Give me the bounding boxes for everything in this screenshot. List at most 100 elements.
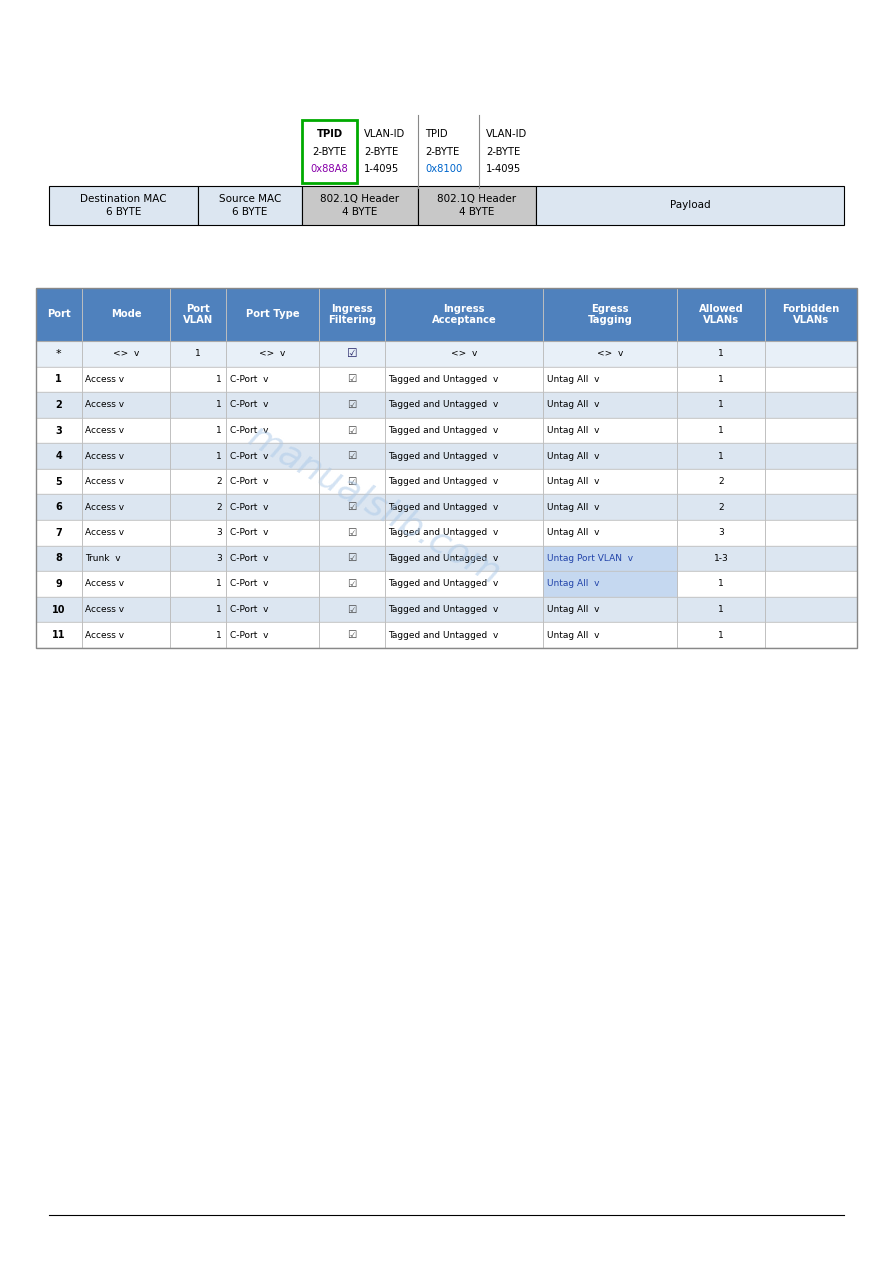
Text: ☑: ☑: [347, 528, 356, 538]
Text: Port
VLAN: Port VLAN: [183, 303, 213, 326]
Bar: [385, 469, 543, 494]
Bar: [171, 546, 226, 571]
Bar: [198, 186, 302, 225]
Bar: [171, 495, 226, 520]
Bar: [171, 623, 226, 648]
Text: 0x88A8: 0x88A8: [311, 164, 348, 174]
Bar: [385, 418, 543, 443]
Text: <>  v: <> v: [597, 350, 623, 359]
Text: Payload: Payload: [670, 201, 710, 210]
Bar: [171, 520, 226, 546]
Text: C-Port  v: C-Port v: [230, 503, 269, 512]
Text: 1-4095: 1-4095: [486, 164, 521, 174]
Text: 2: 2: [216, 477, 221, 486]
Text: Access v: Access v: [86, 477, 124, 486]
Text: Tagged and Untagged  v: Tagged and Untagged v: [388, 528, 499, 537]
Text: 2: 2: [718, 477, 723, 486]
Text: VLAN-ID: VLAN-ID: [486, 129, 527, 139]
Text: Tagged and Untagged  v: Tagged and Untagged v: [388, 452, 499, 461]
Bar: [82, 623, 171, 648]
Bar: [543, 597, 677, 623]
Text: Tagged and Untagged  v: Tagged and Untagged v: [388, 477, 499, 486]
Text: 1: 1: [718, 630, 723, 639]
Text: 1: 1: [216, 400, 221, 409]
Text: 1: 1: [718, 375, 723, 384]
Bar: [765, 418, 857, 443]
Text: 2-BYTE: 2-BYTE: [486, 147, 520, 157]
Bar: [385, 597, 543, 623]
Text: C-Port  v: C-Port v: [230, 630, 269, 639]
Bar: [36, 366, 82, 393]
Text: C-Port  v: C-Port v: [230, 452, 269, 461]
Bar: [319, 393, 385, 418]
Bar: [171, 597, 226, 623]
Bar: [543, 495, 677, 520]
Bar: [82, 418, 171, 443]
Bar: [765, 341, 857, 366]
Text: Access v: Access v: [86, 426, 124, 434]
Bar: [385, 288, 543, 341]
Bar: [677, 520, 765, 546]
Bar: [226, 288, 319, 341]
Bar: [82, 571, 171, 597]
Bar: [171, 418, 226, 443]
Bar: [82, 288, 171, 341]
Text: Destination MAC
6 BYTE: Destination MAC 6 BYTE: [80, 193, 167, 217]
Text: Access v: Access v: [86, 630, 124, 639]
Text: ☑: ☑: [347, 400, 356, 410]
Bar: [171, 443, 226, 469]
Text: 5: 5: [55, 476, 63, 486]
Text: Untag All  v: Untag All v: [547, 605, 599, 614]
Text: Tagged and Untagged  v: Tagged and Untagged v: [388, 426, 499, 434]
Text: Port Type: Port Type: [246, 309, 299, 320]
Bar: [677, 571, 765, 597]
Text: 2: 2: [55, 400, 63, 410]
Text: Access v: Access v: [86, 452, 124, 461]
Text: 8: 8: [55, 553, 63, 563]
Text: Tagged and Untagged  v: Tagged and Untagged v: [388, 554, 499, 563]
Bar: [319, 366, 385, 393]
Text: Access v: Access v: [86, 605, 124, 614]
Bar: [677, 495, 765, 520]
Bar: [319, 597, 385, 623]
Text: Untag All  v: Untag All v: [547, 580, 599, 589]
Bar: [543, 341, 677, 366]
Bar: [677, 288, 765, 341]
Text: 7: 7: [55, 528, 63, 538]
Bar: [385, 341, 543, 366]
Text: 1: 1: [216, 452, 221, 461]
Text: Untag All  v: Untag All v: [547, 503, 599, 512]
Text: Tagged and Untagged  v: Tagged and Untagged v: [388, 400, 499, 409]
Bar: [36, 571, 82, 597]
Text: 1-4095: 1-4095: [364, 164, 399, 174]
Text: 10: 10: [52, 605, 65, 615]
Bar: [36, 546, 82, 571]
Bar: [319, 469, 385, 494]
Bar: [82, 443, 171, 469]
Bar: [171, 571, 226, 597]
Bar: [82, 546, 171, 571]
Text: 1: 1: [216, 630, 221, 639]
Bar: [765, 288, 857, 341]
Text: 1: 1: [718, 400, 723, 409]
Bar: [385, 546, 543, 571]
Bar: [385, 443, 543, 469]
Text: Mode: Mode: [111, 309, 141, 320]
Bar: [82, 341, 171, 366]
Text: Untag All  v: Untag All v: [547, 477, 599, 486]
Text: 2-BYTE: 2-BYTE: [425, 147, 459, 157]
Text: 1: 1: [216, 375, 221, 384]
Text: C-Port  v: C-Port v: [230, 580, 269, 589]
Bar: [543, 520, 677, 546]
Text: 1: 1: [718, 426, 723, 434]
Text: 9: 9: [55, 578, 63, 589]
Bar: [36, 495, 82, 520]
Text: 1: 1: [196, 350, 201, 359]
Text: Tagged and Untagged  v: Tagged and Untagged v: [388, 503, 499, 512]
Bar: [677, 418, 765, 443]
Text: <>  v: <> v: [113, 350, 139, 359]
Text: Source MAC
6 BYTE: Source MAC 6 BYTE: [219, 193, 281, 217]
Bar: [543, 469, 677, 494]
Bar: [36, 288, 82, 341]
Text: Forbidden
VLANs: Forbidden VLANs: [782, 303, 839, 326]
